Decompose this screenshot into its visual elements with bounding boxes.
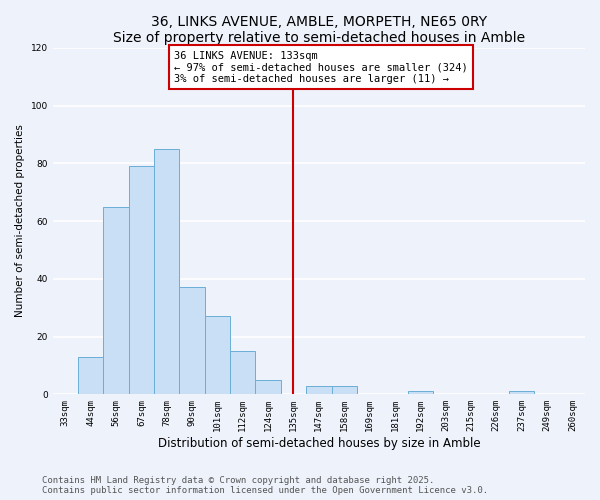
Y-axis label: Number of semi-detached properties: Number of semi-detached properties [15,124,25,318]
Bar [103,206,129,394]
Bar [306,386,332,394]
Bar [179,288,205,395]
Bar [230,351,256,395]
Text: Contains HM Land Registry data © Crown copyright and database right 2025.
Contai: Contains HM Land Registry data © Crown c… [42,476,488,495]
Bar [332,386,357,394]
Bar [509,392,535,394]
Bar [129,166,154,394]
Title: 36, LINKS AVENUE, AMBLE, MORPETH, NE65 0RY
Size of property relative to semi-det: 36, LINKS AVENUE, AMBLE, MORPETH, NE65 0… [113,15,525,45]
X-axis label: Distribution of semi-detached houses by size in Amble: Distribution of semi-detached houses by … [158,437,480,450]
Bar [205,316,230,394]
Text: 36 LINKS AVENUE: 133sqm
← 97% of semi-detached houses are smaller (324)
3% of se: 36 LINKS AVENUE: 133sqm ← 97% of semi-de… [175,50,468,84]
Bar [256,380,281,394]
Bar [407,392,433,394]
Bar [78,357,103,395]
Bar [154,149,179,394]
